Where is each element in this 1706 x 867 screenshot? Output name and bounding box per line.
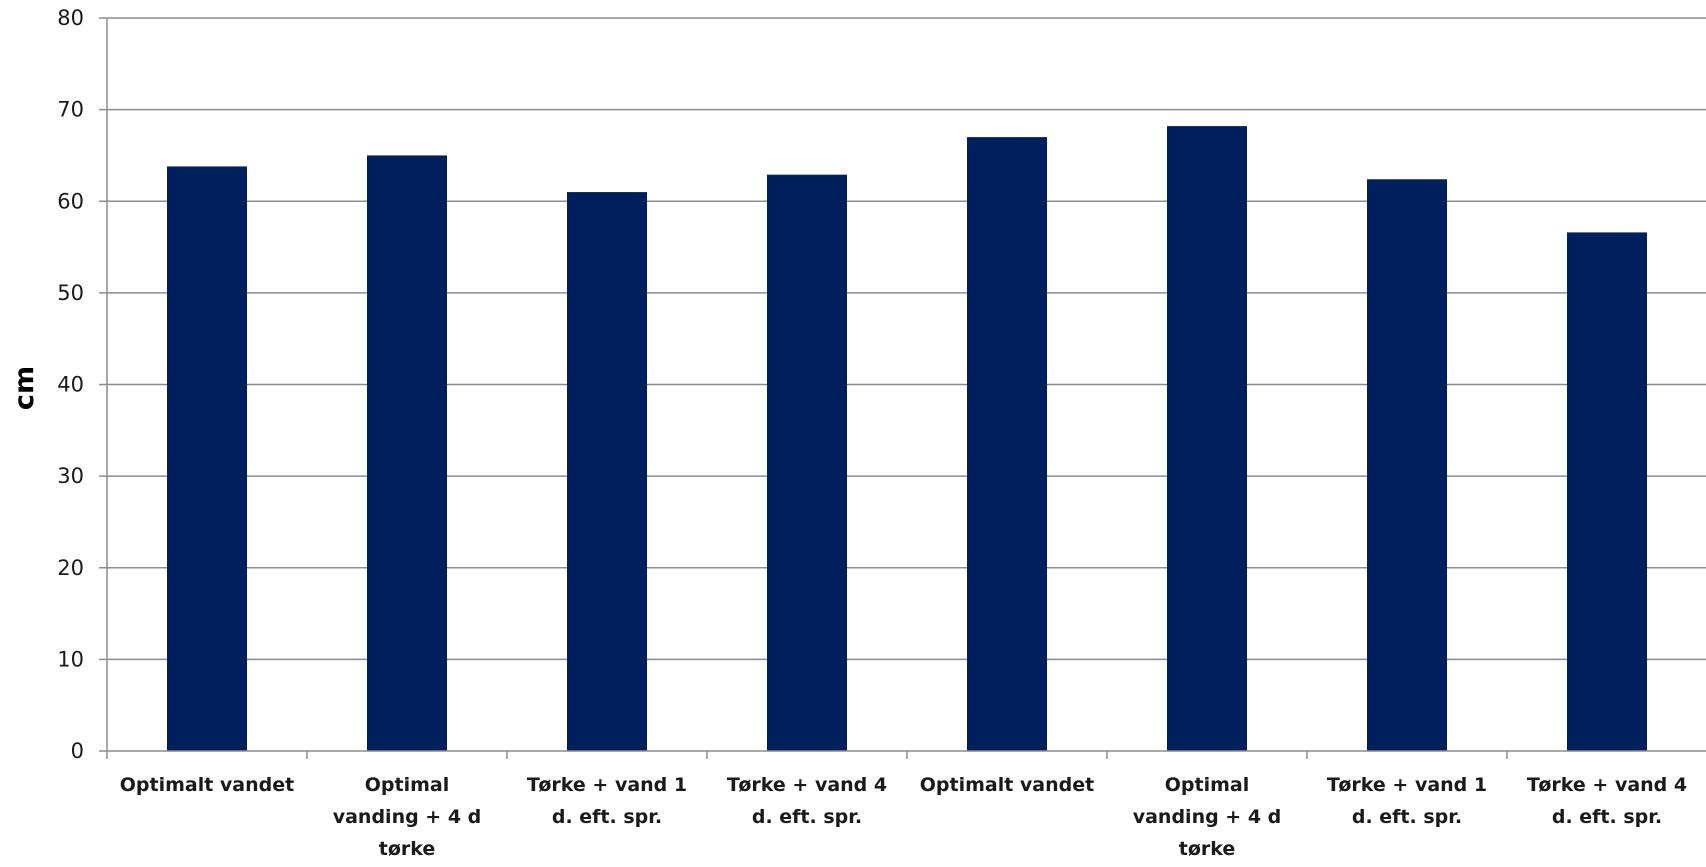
bar — [1167, 126, 1247, 752]
x-category-label-line: d. eft. spr. — [552, 806, 662, 828]
x-category-label: Optimal vanding + 4 d tørke — [1133, 774, 1282, 860]
y-tick-label: 80 — [57, 6, 84, 30]
x-category-label-line: tørke — [379, 838, 436, 860]
y-tick-label: 40 — [57, 373, 84, 397]
x-category-label: Optimalt vandet — [120, 774, 294, 796]
bar — [1367, 179, 1447, 751]
bar — [767, 174, 847, 751]
y-tick-labels: 0 10 20 30 40 50 60 70 80 — [57, 6, 84, 763]
y-tick-label: 60 — [57, 189, 84, 213]
x-category-label-line: Tørke + vand 4 — [1527, 774, 1687, 796]
bar — [167, 166, 247, 751]
y-tick-label: 30 — [57, 464, 84, 488]
x-category-label-line: d. eft. spr. — [752, 806, 862, 828]
bar — [567, 192, 647, 751]
x-category-label: Tørke + vand 4 d. eft. spr. — [727, 774, 887, 828]
x-category-label-line: tørke — [1179, 838, 1236, 860]
y-tick-label: 70 — [57, 98, 84, 122]
y-tick-label: 20 — [57, 556, 84, 580]
x-category-label: Tørke + vand 4 d. eft. spr. — [1527, 774, 1687, 828]
x-category-label-line: Optimalt vandet — [920, 774, 1094, 796]
x-category-label-line: Tørke + vand 4 — [727, 774, 887, 796]
x-category-label-line: Optimalt vandet — [120, 774, 294, 796]
x-category-label-line: Optimal — [1165, 774, 1249, 796]
x-category-label-line: vanding + 4 d — [1133, 806, 1282, 828]
x-category-label: Tørke + vand 1 d. eft. spr. — [527, 774, 687, 828]
bars — [167, 126, 1647, 752]
x-category-labels: Optimalt vandet Optimal vanding + 4 d tørke… — [120, 774, 1687, 860]
axes — [99, 17, 1706, 759]
bar — [367, 155, 447, 751]
y-tick-label: 10 — [57, 647, 84, 671]
x-category-label-line: Tørke + vand 1 — [527, 774, 687, 796]
x-category-label-line: vanding + 4 d — [333, 806, 482, 828]
x-category-label-line: d. eft. spr. — [1552, 806, 1662, 828]
bar — [967, 137, 1047, 752]
x-category-label-line: Optimal — [365, 774, 449, 796]
y-axis-label: cm — [9, 366, 40, 410]
bar — [1567, 232, 1647, 752]
x-category-label: Optimal vanding + 4 d tørke — [333, 774, 482, 860]
x-category-label-line: Tørke + vand 1 — [1327, 774, 1487, 796]
x-category-label-line: d. eft. spr. — [1352, 806, 1462, 828]
y-tick-label: 50 — [57, 281, 84, 305]
x-category-label: Optimalt vandet — [920, 774, 1094, 796]
gridlines — [107, 17, 1706, 661]
y-tick-label: 0 — [71, 739, 84, 763]
x-category-label: Tørke + vand 1 d. eft. spr. — [1327, 774, 1487, 828]
